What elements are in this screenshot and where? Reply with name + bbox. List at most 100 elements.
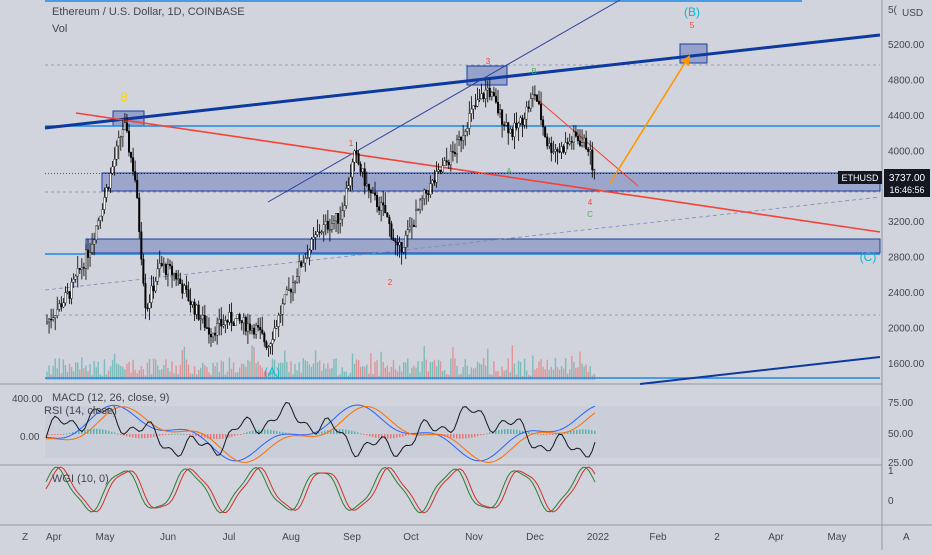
macd-hist-bar	[249, 431, 251, 434]
volume-bar	[296, 370, 298, 380]
volume-bar	[556, 367, 559, 380]
macd-hist-bar	[117, 433, 119, 435]
support-zone-upper[interactable]	[101, 172, 881, 192]
rsi-title[interactable]: RSI (14, close)	[44, 405, 117, 417]
corner-left[interactable]: Z	[22, 532, 28, 543]
volume-bar	[419, 372, 421, 380]
candle-body	[523, 118, 526, 126]
volume-bar	[87, 371, 89, 380]
candle-body	[148, 302, 151, 309]
channel-line[interactable]	[267, 0, 621, 203]
volume-bar	[405, 362, 407, 380]
candle-body	[97, 220, 100, 227]
support-zone-lower[interactable]	[85, 238, 881, 254]
candle-body	[259, 327, 262, 331]
candle-body	[341, 210, 344, 220]
symbol-title[interactable]: Ethereum / U.S. Dollar, 1D, COINBASE	[52, 6, 245, 18]
candle-body	[419, 199, 422, 210]
wave-label-3: 3	[486, 57, 491, 66]
time-axis[interactable]: Apr May Jun Jul Aug Sep Oct Nov Dec 2022 Feb 2 Apr Ma…	[46, 532, 846, 543]
volume-bar	[126, 363, 128, 380]
candle-body	[460, 136, 463, 141]
candle-body	[201, 315, 204, 320]
volume-bar	[77, 362, 79, 380]
volume-bar	[359, 366, 362, 380]
lower-trendline[interactable]	[639, 356, 881, 385]
volume-bar	[540, 359, 542, 380]
candle-body	[238, 314, 241, 321]
candle-body	[193, 301, 196, 315]
candle-body	[86, 249, 89, 258]
symbol-tag	[838, 171, 882, 184]
candle-body	[398, 242, 401, 246]
candle-body	[136, 180, 139, 199]
candle-body	[312, 237, 315, 240]
candle-body	[380, 202, 383, 211]
candle-body	[501, 109, 504, 125]
candle-body	[591, 149, 594, 171]
candle-body	[78, 268, 81, 270]
macd-hist-bar	[285, 432, 287, 434]
volume-bar	[357, 360, 360, 380]
macd-hist-bar	[63, 433, 65, 435]
candle-body	[48, 318, 51, 323]
macd-hist-bar	[204, 434, 206, 438]
volume-bar	[292, 374, 294, 380]
corner-right[interactable]: A	[903, 532, 910, 543]
volume-bar	[239, 367, 241, 380]
volume-bar	[409, 373, 411, 380]
upper-trendline[interactable]	[44, 33, 881, 130]
red-downtrend[interactable]	[75, 112, 881, 233]
candle-body	[173, 273, 176, 275]
macd-hist-bar	[69, 432, 71, 434]
volume-bar	[263, 371, 265, 380]
macd-hist-bar	[147, 434, 149, 438]
volume-bar	[187, 364, 190, 380]
volume-bar	[587, 371, 589, 380]
volume-bar	[349, 372, 352, 380]
candle-body	[255, 325, 258, 335]
candle-body	[216, 322, 219, 336]
volume-bar	[548, 370, 550, 380]
rsi-band	[45, 406, 880, 458]
red-wedge-line[interactable]	[537, 99, 639, 187]
macd-title[interactable]: MACD (12, 26, close, 9)	[52, 392, 169, 404]
candle-body	[314, 234, 317, 238]
volume-bar	[323, 363, 325, 380]
volume-bar	[81, 357, 83, 380]
macd-hist-bar	[474, 434, 476, 437]
volume-bar	[163, 365, 165, 380]
candle-body	[456, 139, 459, 155]
volume-bar	[269, 370, 272, 380]
candle-body	[168, 264, 171, 267]
macd-hist-bar	[213, 434, 215, 439]
candle-body	[234, 318, 237, 326]
volume-bar	[353, 363, 356, 380]
volume-bar	[339, 374, 341, 380]
macd-hist-bar	[447, 434, 449, 438]
volume-bar	[343, 371, 345, 380]
candle-body	[269, 343, 272, 347]
volume-bar	[542, 366, 544, 380]
macd-hist-bar	[588, 429, 590, 434]
volume-bar	[257, 361, 259, 380]
candle-body	[388, 216, 391, 224]
candle-body	[185, 285, 188, 290]
candle-body	[449, 151, 452, 166]
volume-bar	[333, 359, 335, 380]
wgi-title[interactable]: WGI (10, 0)	[52, 473, 109, 485]
price-tick: 4400.00	[888, 111, 925, 122]
candle-body	[228, 312, 231, 323]
time-tick: Jun	[160, 532, 176, 543]
candle-body	[345, 188, 348, 206]
volume-label[interactable]: Vol	[52, 23, 67, 35]
macd-hist-bar	[372, 434, 374, 437]
volume-bar	[89, 364, 91, 380]
volume-bar	[218, 371, 220, 380]
macd-hist-bar	[348, 430, 350, 434]
volume-bar	[253, 347, 255, 380]
volume-bar	[538, 361, 540, 380]
macd-hist-bar	[102, 429, 104, 434]
